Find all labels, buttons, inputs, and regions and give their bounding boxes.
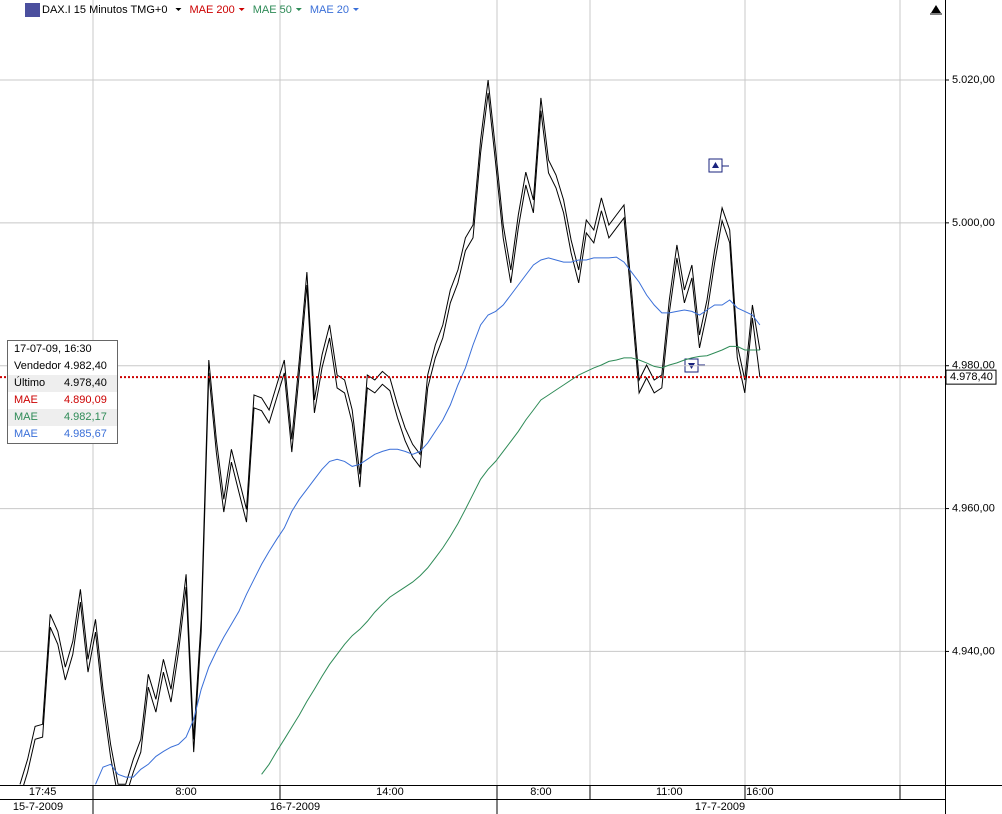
tooltip-value: 4.982,40 [64,360,107,372]
y-tick-label: 4.940,00 [952,645,995,657]
tooltip-label: MAE [14,411,38,423]
tooltip-value: 4.890,09 [64,394,107,406]
legend-entry: MAE 50 [253,4,292,16]
tooltip: 17-07-09, 16:30 Vendedor 4.982,40 Último 4.… [7,340,118,444]
y-tick-label: 4.980,00 [952,360,995,372]
tooltip-row: Vendedor 4.982,40 [8,358,117,375]
tooltip-row: MAE 4.890,09 [8,392,117,409]
x-tick-label: 8:00 [530,786,551,798]
trade-marker-buy[interactable] [708,158,729,173]
x-tick-label: 17:45 [29,786,57,798]
tooltip-row: Último 4.978,40 [8,375,117,392]
legend-entry: MAE 200 [189,4,234,16]
tooltip-row: MAE 4.982,17 [8,409,117,426]
y-tick-label: 5.020,00 [952,74,995,86]
y-tick-label: 5.000,00 [952,217,995,229]
tooltip-value: 4.982,17 [64,411,107,423]
legend-dropdown [295,8,302,11]
legend-dropdown [352,8,359,11]
corner-icon[interactable] [930,5,942,15]
x-tick-label: 8:00 [175,786,196,798]
x-tick-label: 16:00 [746,786,774,798]
cfd-icon [25,3,40,17]
series-line [95,256,761,785]
tooltip-row: MAE 4.985,67 [8,426,117,443]
series-line [261,345,760,775]
price-label: 4.978,40 [950,371,993,383]
legend-dropdown [238,8,245,11]
date-label: 16-7-2009 [270,801,320,813]
tooltip-label: MAE [14,428,38,440]
price-label-box [945,369,997,385]
legend-entry: MAE 20 [310,4,349,16]
x-tick-label: 11:00 [656,786,683,798]
date-label: 15-7-2009 [13,801,63,813]
x-tick-label: 14:00 [376,786,404,798]
tooltip-value: 4.985,67 [64,428,107,440]
tooltip-label: Vendedor [14,360,62,372]
tooltip-title: 17-07-09, 16:30 [14,343,92,355]
series-line [23,92,761,785]
axis-separators [92,786,901,814]
title-dropdown [175,8,182,11]
tooltip-label: Último [14,377,46,389]
chart-title[interactable]: DAX.I 15 Minutos TMG+0 [42,4,167,16]
date-label: 17-7-2009 [695,801,745,813]
tooltip-value: 4.978,40 [64,377,107,389]
y-tick-label: 4.960,00 [952,502,995,514]
tooltip-label: MAE [14,394,38,406]
